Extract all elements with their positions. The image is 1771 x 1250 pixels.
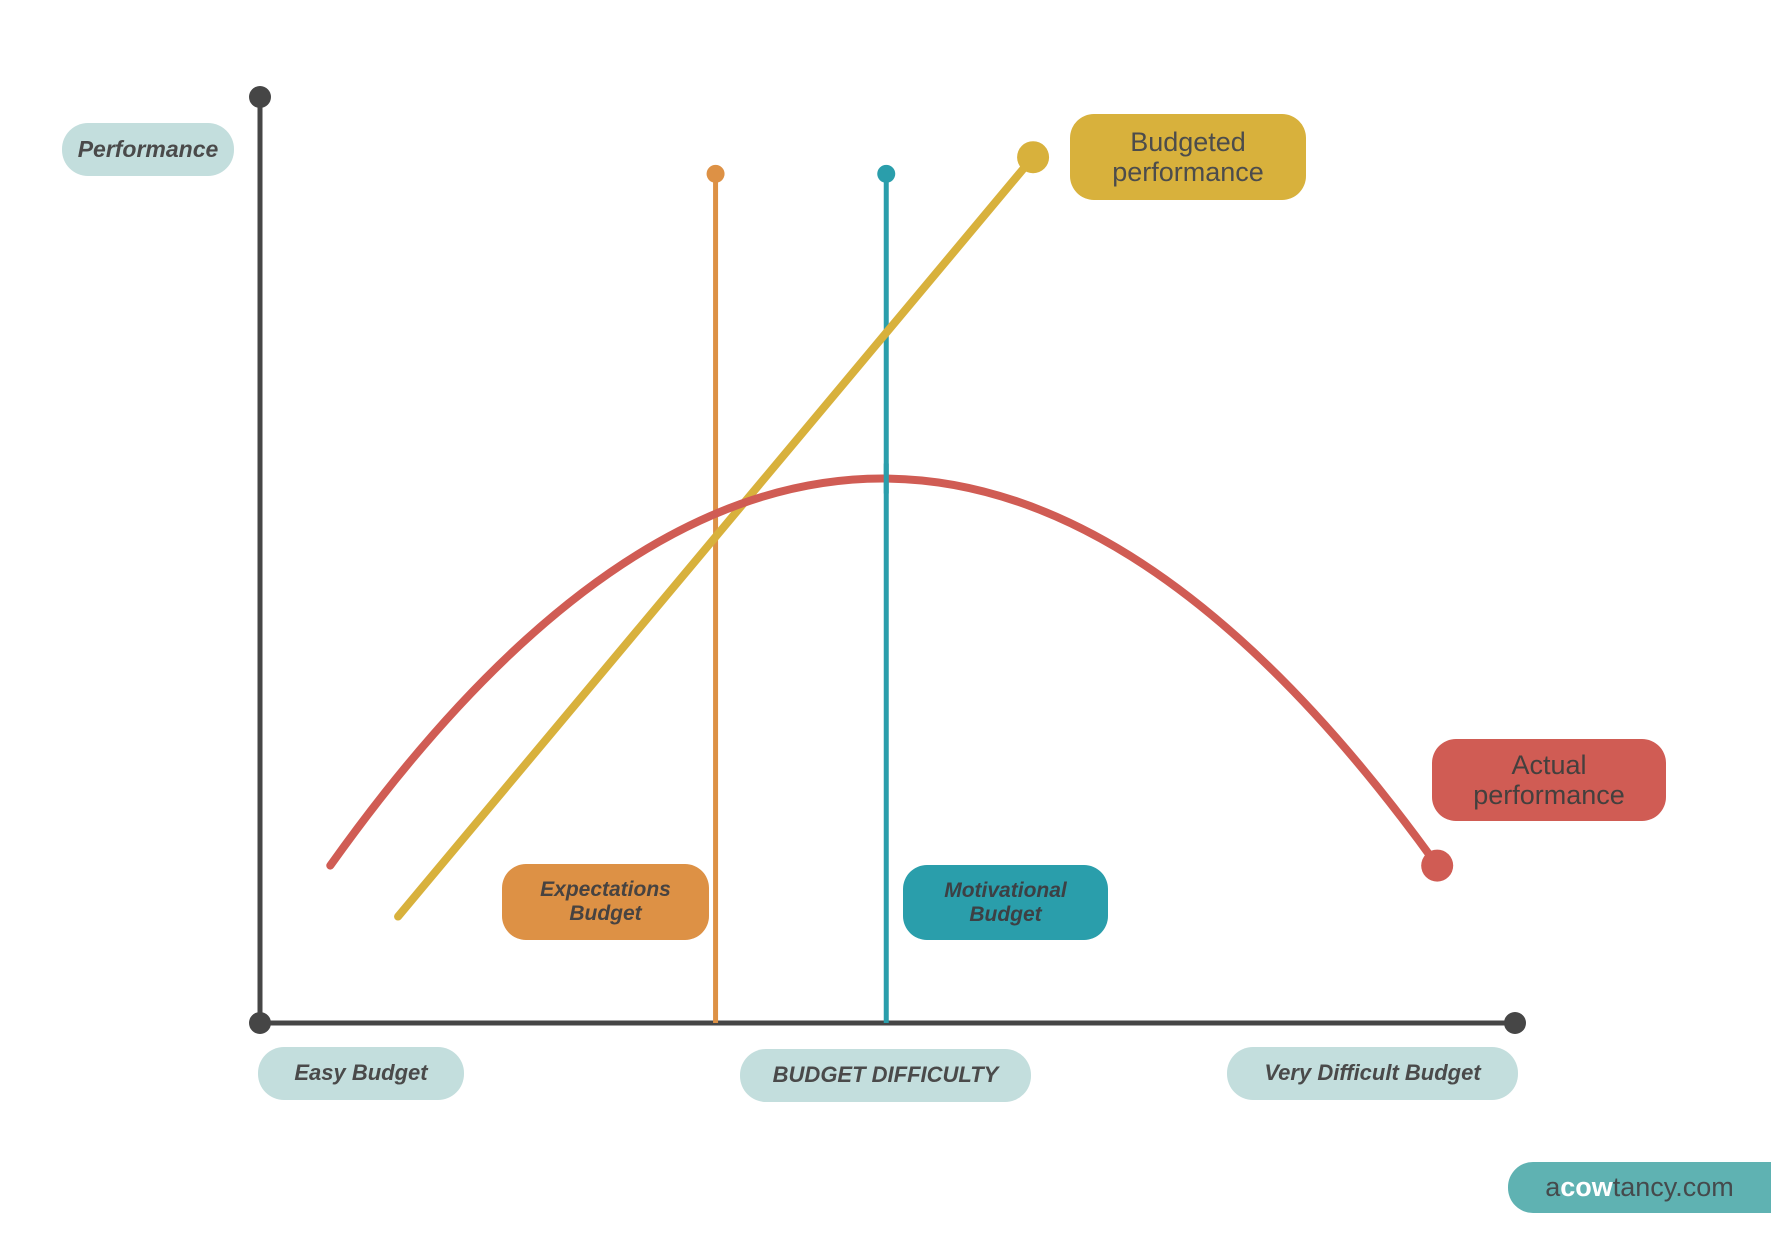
motivational-budget-marker-top-dot bbox=[877, 164, 896, 183]
legend-actual-performance: Actual performance bbox=[1432, 739, 1666, 821]
x-axis-tick-very-difficult-budget: Very Difficult Budget bbox=[1227, 1047, 1518, 1100]
acowtancy-logo[interactable]: a cow tancy.com bbox=[1508, 1162, 1771, 1213]
x-axis-end-dot bbox=[1504, 1012, 1526, 1034]
y-axis-end-dot bbox=[249, 86, 271, 108]
logo-prefix: a bbox=[1545, 1172, 1561, 1202]
axis-origin-dot bbox=[249, 1012, 271, 1034]
budgeted-performance-end-dot bbox=[1017, 141, 1050, 174]
actual-performance-curve bbox=[326, 474, 1442, 870]
logo-suffix: tancy.com bbox=[1612, 1172, 1734, 1202]
marker-label-expectations-budget: Expectations Budget bbox=[502, 864, 709, 940]
x-axis-tick-easy-budget: Easy Budget bbox=[258, 1047, 464, 1100]
y-axis-label-performance: Performance bbox=[62, 123, 234, 176]
expectations-budget-marker-top-dot bbox=[706, 164, 725, 183]
actual-performance-end-dot bbox=[1421, 849, 1454, 882]
x-axis-label-budget-difficulty: BUDGET DIFFICULTY bbox=[740, 1049, 1031, 1102]
legend-budgeted-performance: Budgeted performance bbox=[1070, 114, 1306, 200]
budgeted-performance-line bbox=[394, 153, 1038, 921]
marker-label-motivational-budget: Motivational Budget bbox=[903, 865, 1108, 940]
logo-cow-highlight: cow bbox=[1560, 1172, 1613, 1202]
